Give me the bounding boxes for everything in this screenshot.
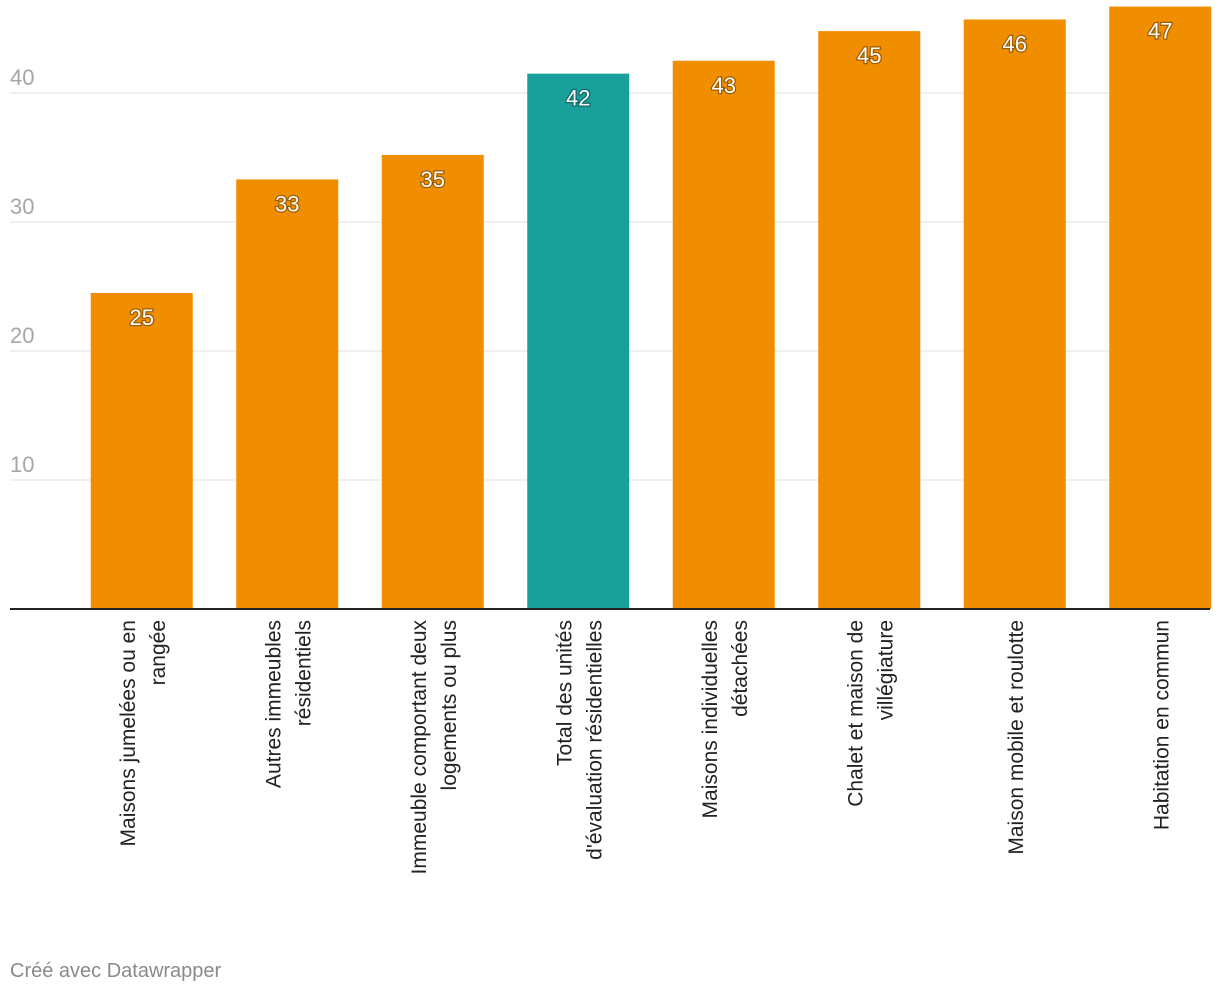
y-tick-label: 30 [10, 194, 34, 219]
bar [1109, 6, 1212, 609]
bar [527, 73, 630, 609]
x-category-label-line: Maisons individuelles [699, 620, 722, 818]
x-category-label-line: logements ou plus [438, 620, 461, 790]
x-category-label-line: Maisons jumelées ou en [117, 620, 140, 846]
x-category-label-line: Chalet et maison de [844, 620, 867, 807]
bar-value-label: 45 [857, 43, 881, 68]
x-category-label-line: Habitation en commun [1150, 620, 1173, 830]
datawrapper-credit: Créé avec Datawrapper [10, 960, 222, 982]
bar [672, 60, 775, 609]
x-category-label-line: Total des unités [553, 620, 576, 766]
bar-value-label: 25 [130, 305, 154, 330]
y-tick-label: 10 [10, 452, 34, 477]
bar [818, 31, 921, 609]
x-category-label-line: Maison mobile et roulotte [1005, 620, 1028, 855]
bar [963, 19, 1066, 610]
x-category-label-line: d'évaluation résidentielles [583, 620, 606, 860]
chart-svg: 10 20 30 40 25 Maisons jumelées ou en rangée 33… [10, 6, 1212, 875]
y-tick-label: 40 [10, 65, 34, 90]
bar-value-label: 35 [421, 167, 445, 192]
bar-value-label: 33 [275, 191, 299, 216]
x-category-label: Autres immeubles résidentiels [262, 620, 315, 788]
bar-value-label: 47 [1148, 19, 1172, 44]
x-category-label: Maisons individuelles détachées [699, 620, 752, 818]
x-category-label-line: Immeuble comportant deux [408, 620, 431, 875]
bar-chart: 10 20 30 40 25 Maisons jumelées ou en rangée 33… [10, 6, 1212, 875]
x-category-label: Total des unités d'évaluation résidentiel… [553, 620, 606, 860]
x-category-label: Habitation en commun [1150, 620, 1173, 830]
x-category-label-line: villégiature [874, 620, 897, 720]
x-category-label: Immeuble comportant deux logements ou plu… [408, 620, 461, 875]
bar-value-label: 46 [1003, 31, 1027, 56]
x-category-label: Maisons jumelées ou en rangée [117, 620, 170, 846]
bar [90, 292, 193, 609]
x-category-label: Maison mobile et roulotte [1005, 620, 1028, 855]
bar-value-label: 43 [712, 73, 736, 98]
bar [381, 154, 484, 610]
bar [236, 179, 339, 609]
y-tick-label: 20 [10, 323, 34, 348]
x-category-label-line: rangée [147, 620, 170, 685]
bar-value-label: 42 [566, 86, 590, 111]
x-category-label-line: résidentiels [292, 620, 315, 726]
x-category-label-line: Autres immeubles [262, 620, 285, 788]
x-category-label: Chalet et maison de villégiature [844, 620, 897, 807]
x-category-label-line: détachées [729, 620, 752, 717]
